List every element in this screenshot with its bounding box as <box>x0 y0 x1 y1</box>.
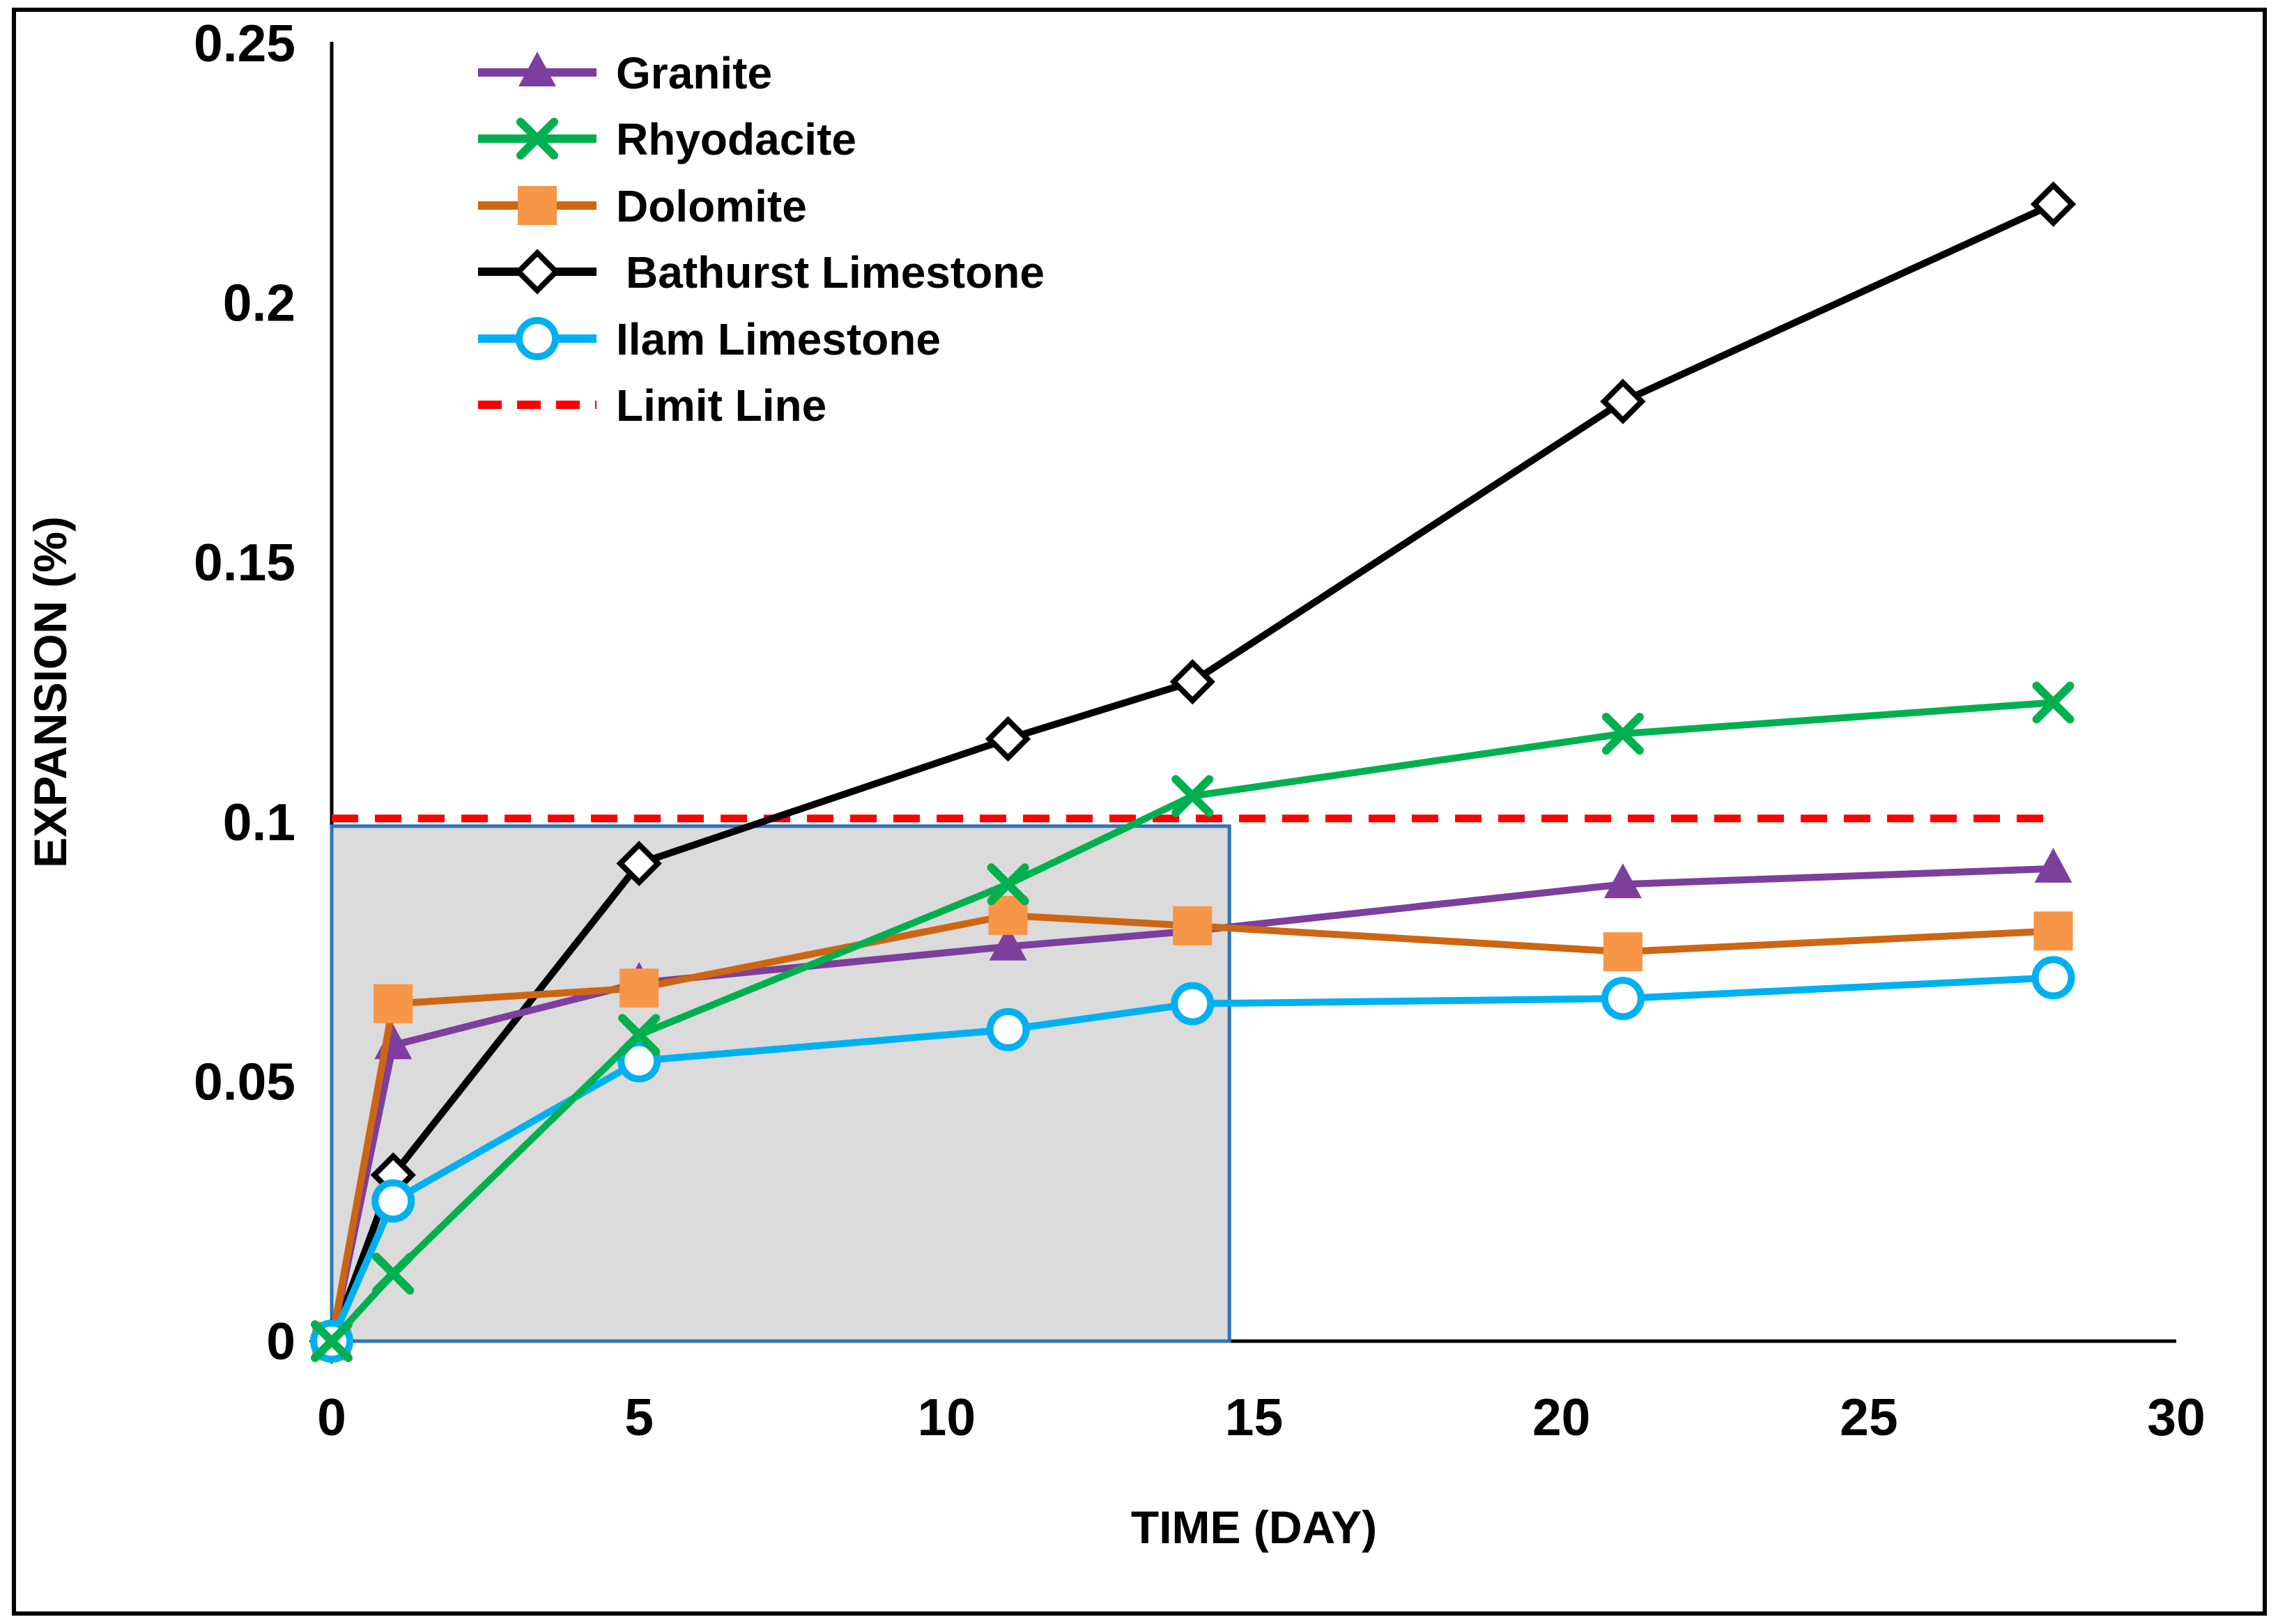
marker-bathurst-limestone <box>2030 181 2077 227</box>
marker-bathurst-limestone <box>616 840 662 887</box>
marker-granite <box>989 925 1027 961</box>
x-tick-label-30: 30 <box>2147 1388 2205 1446</box>
legend-marker-rhyodacite <box>516 118 558 160</box>
legend-label-bathurst-limestone: Bathurst Limestone <box>626 247 1045 297</box>
marker-bathurst-limestone <box>1169 658 1215 705</box>
x-tick-label-15: 15 <box>1225 1388 1283 1446</box>
marker-ilam-limestone <box>1171 982 1215 1026</box>
y-axis-title: EXPANSION (%) <box>24 516 76 868</box>
legend-marker-dolomite <box>518 186 557 225</box>
legend-label-ilam-limestone: Ilam Limestone <box>616 314 941 364</box>
y-tick-label-0.25: 0.25 <box>194 14 295 72</box>
x-axis-title: TIME (DAY) <box>1131 1501 1377 1553</box>
marker-bathurst-limestone <box>1600 378 1646 424</box>
x-tick-label-0: 0 <box>317 1388 346 1446</box>
marker-ilam-limestone <box>2031 956 2075 1000</box>
marker-ilam-limestone <box>1601 977 1645 1021</box>
legend-label-limit-line: Limit Line <box>616 380 826 431</box>
y-tick-label-0.2: 0.2 <box>223 274 295 332</box>
legend-item-rhyodacite: Rhyodacite <box>478 114 856 164</box>
legend-marker-bathurst-limestone <box>514 249 560 295</box>
legend: Granite Rhyodacite Dolomite Bathurst Limest… <box>478 48 1045 431</box>
marker-rhyodacite <box>1171 775 1214 817</box>
marker-bathurst-limestone <box>985 716 1031 762</box>
series-rhyodacite <box>311 681 2075 1362</box>
legend-marker-ilam-limestone <box>516 317 559 360</box>
series-bathurst-limestone <box>309 181 2077 1364</box>
legend-label-dolomite: Dolomite <box>616 181 807 231</box>
legend-item-bathurst-limestone: Bathurst Limestone <box>478 247 1045 297</box>
legend-item-ilam-limestone: Ilam Limestone <box>478 314 941 364</box>
y-tick-label-0.15: 0.15 <box>194 533 295 591</box>
marker-rhyodacite <box>618 1014 661 1056</box>
marker-granite <box>2034 847 2072 883</box>
y-tick-label-0: 0 <box>266 1312 295 1370</box>
y-tick-label-0.1: 0.1 <box>223 793 295 851</box>
marker-rhyodacite <box>311 1320 353 1362</box>
marker-ilam-limestone <box>617 1039 661 1083</box>
x-tick-label-10: 10 <box>918 1388 976 1446</box>
figure-border <box>12 8 2267 1616</box>
marker-dolomite <box>1603 932 1642 972</box>
legend-marker-granite <box>518 52 556 86</box>
x-tick-label-20: 20 <box>1532 1388 1590 1446</box>
series-dolomite <box>312 895 2073 1361</box>
marker-dolomite <box>2033 911 2073 951</box>
marker-rhyodacite <box>372 1253 415 1295</box>
legend-item-granite: Granite <box>478 48 772 98</box>
marker-dolomite <box>619 968 659 1008</box>
axes: 0 5 10 15 20 25 30 0 0.05 0.1 0.15 0.2 0.25 TIME (DAY… <box>24 14 2206 1553</box>
legend-item-dolomite: Dolomite <box>478 181 807 231</box>
legend-label-rhyodacite: Rhyodacite <box>616 114 856 164</box>
shaded-region <box>330 824 1231 1343</box>
legend-item-limit-line: Limit Line <box>478 380 826 431</box>
marker-granite <box>1603 863 1642 899</box>
marker-rhyodacite <box>987 863 1029 906</box>
x-tick-label-25: 25 <box>1840 1388 1898 1446</box>
marker-ilam-limestone <box>371 1179 415 1223</box>
marker-dolomite <box>1173 906 1213 945</box>
marker-rhyodacite <box>2032 681 2075 724</box>
marker-dolomite <box>374 984 413 1023</box>
marker-rhyodacite <box>1601 713 1644 755</box>
x-tick-label-5: 5 <box>624 1388 654 1446</box>
legend-label-granite: Granite <box>616 48 772 98</box>
marker-ilam-limestone <box>986 1007 1030 1051</box>
y-tick-label-0.05: 0.05 <box>194 1052 295 1111</box>
